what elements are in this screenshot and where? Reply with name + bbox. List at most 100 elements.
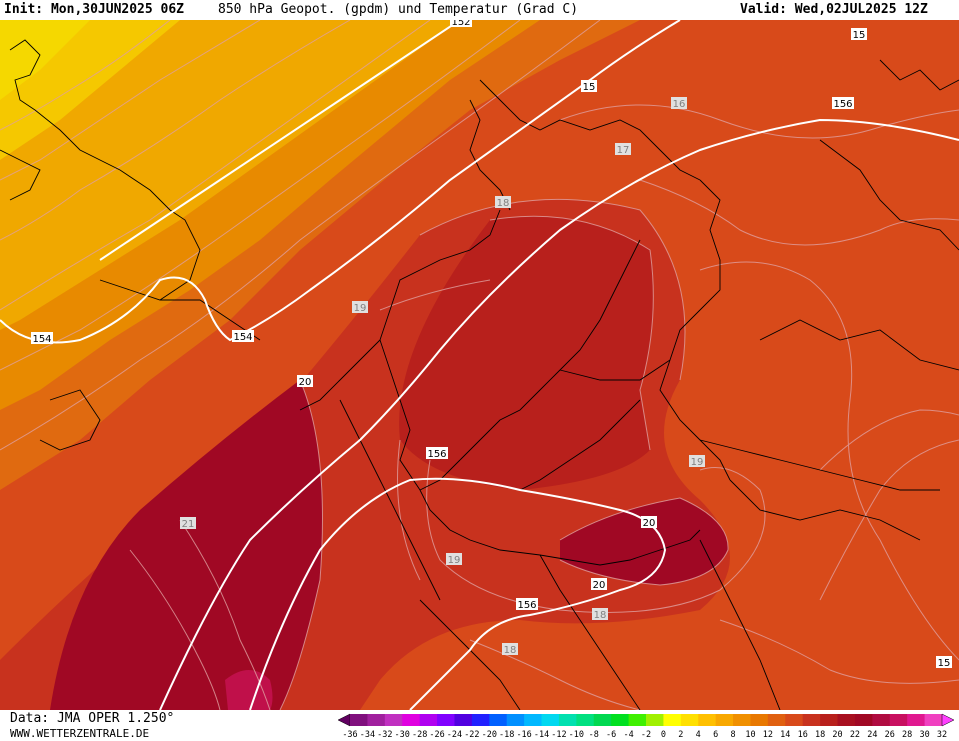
colorscale-tick-label: -16 bbox=[516, 730, 531, 739]
svg-text:17: 17 bbox=[617, 145, 630, 156]
colorscale-tick-label: 14 bbox=[780, 730, 790, 739]
colorscale-tick-label: -20 bbox=[482, 730, 497, 739]
colorscale-tick-label: 18 bbox=[815, 730, 825, 739]
colorscale-tick-label: 16 bbox=[798, 730, 808, 739]
svg-text:21: 21 bbox=[182, 519, 195, 530]
colorscale-swatch bbox=[350, 714, 368, 726]
geopotential-label-152: 152 bbox=[450, 20, 472, 28]
fill-band-22 bbox=[225, 670, 273, 710]
svg-text:18: 18 bbox=[504, 645, 517, 656]
valid-time-label: Valid: Wed,02JUL2025 12Z bbox=[740, 2, 928, 17]
colorscale-arrow-low bbox=[337, 713, 351, 727]
data-source-label: Data: JMA OPER 1.250° bbox=[10, 711, 175, 726]
temperature-label-21: 21 bbox=[180, 517, 196, 530]
colorscale-swatch bbox=[924, 714, 943, 726]
init-time-label: Init: Mon,30JUN2025 06Z bbox=[4, 2, 185, 17]
website-label: WWW.WETTERZENTRALE.DE bbox=[10, 727, 150, 740]
colorscale-tick-label: -36 bbox=[342, 730, 357, 739]
colorscale-swatch bbox=[837, 714, 856, 726]
colorscale-swatch bbox=[471, 714, 490, 726]
colorscale-swatch bbox=[489, 714, 508, 726]
svg-text:19: 19 bbox=[354, 303, 367, 314]
svg-text:156: 156 bbox=[427, 449, 446, 460]
colorscale-tick-label: -6 bbox=[606, 730, 616, 739]
colorscale-swatch bbox=[506, 714, 525, 726]
temperature-label-16: 16 bbox=[671, 97, 687, 110]
colorscale-tick-label: 2 bbox=[678, 730, 683, 739]
colorscale-swatch bbox=[785, 714, 804, 726]
colorscale-swatch bbox=[576, 714, 595, 726]
colorscale-tick-label: -2 bbox=[641, 730, 651, 739]
colorscale-tick-label: 32 bbox=[937, 730, 947, 739]
temperature-label-15-se: 15 bbox=[936, 656, 952, 669]
colorscale-tick-label: -18 bbox=[499, 730, 514, 739]
fill-band-20 bbox=[50, 380, 323, 710]
temperature-label-19-w: 19 bbox=[352, 301, 368, 314]
colorscale-swatch bbox=[524, 714, 543, 726]
colorscale-swatch bbox=[715, 714, 734, 726]
colorscale-swatch bbox=[889, 714, 908, 726]
colorscale-tick-label: 0 bbox=[661, 730, 666, 739]
geopotential-label-156-south: 156 bbox=[516, 598, 538, 611]
colorscale-swatch bbox=[767, 714, 786, 726]
colorscale-swatch bbox=[802, 714, 821, 726]
colorscale-swatch bbox=[593, 714, 612, 726]
svg-text:20: 20 bbox=[299, 377, 312, 388]
temperature-label-19-s: 19 bbox=[446, 553, 462, 566]
colorscale-tick-label: -24 bbox=[447, 730, 462, 739]
temperature-label-17: 17 bbox=[615, 143, 631, 156]
colorscale-tick-label: 28 bbox=[902, 730, 912, 739]
colorscale-tick-label: 26 bbox=[885, 730, 895, 739]
geopotential-label-154-west: 154 bbox=[31, 332, 53, 345]
colorscale-tick-label: -12 bbox=[551, 730, 566, 739]
colorscale-tick-label: -30 bbox=[395, 730, 410, 739]
temperature-label-20-e: 20 bbox=[641, 516, 657, 529]
svg-text:15: 15 bbox=[938, 658, 951, 669]
isotherm-lines bbox=[0, 20, 959, 710]
colorscale-tick-label: -28 bbox=[412, 730, 427, 739]
colorscale-swatch bbox=[820, 714, 839, 726]
footer-bar: Data: JMA OPER 1.250° WWW.WETTERZENTRALE… bbox=[0, 710, 959, 741]
colorscale-swatch bbox=[558, 714, 577, 726]
geopotential-label-156-north: 156 bbox=[832, 97, 854, 110]
colorscale-tick-label: -34 bbox=[360, 730, 375, 739]
colorscale-swatch bbox=[733, 714, 751, 726]
temperature-label-18-n: 18 bbox=[495, 196, 511, 209]
svg-text:156: 156 bbox=[833, 99, 852, 110]
colorscale-swatch bbox=[437, 714, 455, 726]
colorscale-swatch bbox=[698, 714, 717, 726]
colorscale-swatch bbox=[680, 714, 699, 726]
svg-text:19: 19 bbox=[448, 555, 461, 566]
coastlines-borders bbox=[0, 39, 959, 710]
temperature-label-19-e: 19 bbox=[689, 455, 705, 468]
temperature-label-15-ne: 15 bbox=[851, 28, 867, 41]
colorscale-swatch bbox=[907, 714, 926, 726]
temperature-label-20-w: 20 bbox=[297, 375, 313, 388]
svg-text:156: 156 bbox=[517, 600, 536, 611]
svg-text:18: 18 bbox=[497, 198, 510, 209]
svg-text:154: 154 bbox=[233, 332, 252, 343]
svg-text:18: 18 bbox=[594, 610, 607, 621]
colorscale-swatch bbox=[663, 714, 682, 726]
colorscale-tick-label: -22 bbox=[464, 730, 479, 739]
colorscale-tick-label: 4 bbox=[696, 730, 701, 739]
fill-band-6 bbox=[0, 20, 90, 100]
svg-text:15: 15 bbox=[853, 30, 866, 41]
colorscale-tick-label: 12 bbox=[763, 730, 773, 739]
svg-text:152: 152 bbox=[451, 20, 470, 28]
colorscale-tick-label: 6 bbox=[713, 730, 718, 739]
colorscale-tick-label: 20 bbox=[832, 730, 842, 739]
colorscale-arrow-high bbox=[941, 713, 955, 727]
colorscale-tick-label: 22 bbox=[850, 730, 860, 739]
temperature-label-18-sw: 18 bbox=[502, 643, 518, 656]
svg-text:20: 20 bbox=[643, 518, 656, 529]
colorscale-swatch bbox=[454, 714, 473, 726]
weather-map: 152 154 154 156 156 156 15 15 16 17 18 bbox=[0, 20, 959, 710]
temperature-label-15-n: 15 bbox=[581, 80, 597, 93]
colorscale-swatch bbox=[872, 714, 891, 726]
geopotential-label-156-center: 156 bbox=[426, 447, 448, 460]
header-bar: Init: Mon,30JUN2025 06Z 850 hPa Geopot. … bbox=[0, 0, 959, 20]
colorscale-swatch bbox=[611, 714, 630, 726]
geopotential-label-154-center: 154 bbox=[232, 330, 254, 343]
colorscale-tick-label: -26 bbox=[429, 730, 444, 739]
